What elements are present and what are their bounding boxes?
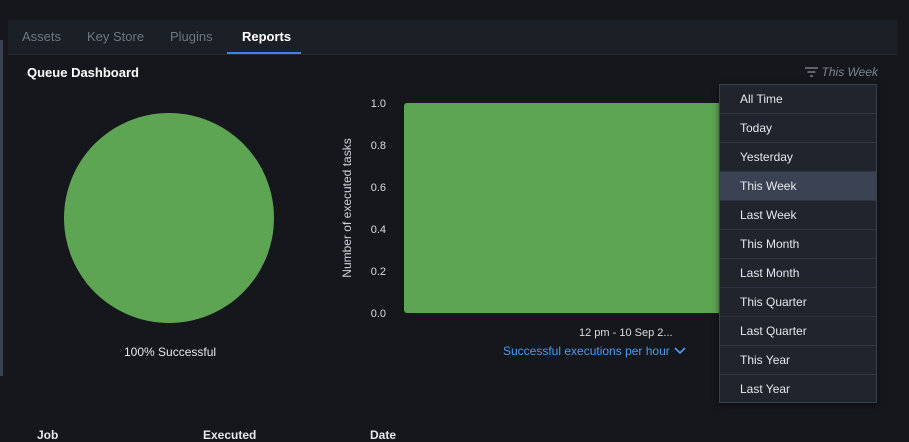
tab-key-store[interactable]: Key Store — [87, 29, 145, 44]
y-tick-label: 0.6 — [371, 182, 386, 194]
page-title: Queue Dashboard — [27, 65, 139, 80]
dropdown-option-last-month[interactable]: Last Month — [720, 259, 876, 288]
time-filter-label: This Week — [821, 65, 878, 79]
dropdown-option-this-quarter[interactable]: This Quarter — [720, 288, 876, 317]
tab-reports[interactable]: Reports — [242, 29, 292, 44]
time-filter-button[interactable]: This Week — [804, 65, 878, 79]
time-range-dropdown: All Time Today Yesterday This Week Last Week… — [719, 84, 877, 403]
tab-assets[interactable]: Assets — [22, 29, 62, 44]
dropdown-option-all-time[interactable]: All Time — [720, 85, 876, 114]
series-selector-dropdown[interactable]: Successful executions per hour — [503, 344, 686, 358]
dropdown-option-today[interactable]: Today — [720, 114, 876, 143]
column-header-executed[interactable]: Executed — [203, 428, 257, 442]
chevron-down-icon — [674, 347, 686, 355]
dropdown-option-yesterday[interactable]: Yesterday — [720, 143, 876, 172]
tab-plugins[interactable]: Plugins — [170, 29, 213, 44]
x-tick-label: 12 pm - 10 Sep 2... — [579, 327, 673, 339]
y-tick-label: 0.4 — [371, 224, 386, 236]
tab-bar: Assets Key Store Plugins Reports — [8, 20, 897, 55]
pie-slice-successful — [64, 113, 274, 323]
active-tab-indicator — [227, 52, 301, 54]
y-tick-label: 0.2 — [371, 266, 386, 278]
dropdown-option-this-month[interactable]: This Month — [720, 230, 876, 259]
dropdown-option-last-week[interactable]: Last Week — [720, 201, 876, 230]
dropdown-option-this-year[interactable]: This Year — [720, 346, 876, 375]
pie-label: 100% Successful — [124, 345, 217, 359]
bar — [404, 103, 760, 313]
series-selector-label: Successful executions per hour — [503, 344, 670, 358]
left-rail — [0, 40, 3, 376]
column-header-date[interactable]: Date — [370, 428, 397, 442]
success-pie-chart — [64, 113, 274, 323]
column-header-job[interactable]: Job — [37, 428, 59, 442]
y-tick-label: 0.8 — [371, 140, 386, 152]
dropdown-option-last-year[interactable]: Last Year — [740, 382, 791, 396]
y-tick-label: 0.0 — [371, 308, 386, 320]
y-tick-label: 1.0 — [371, 98, 386, 110]
dropdown-option-last-quarter[interactable]: Last Quarter — [720, 317, 876, 346]
y-axis-label: Number of executed tasks — [340, 138, 354, 277]
filter-icon — [804, 66, 818, 77]
dropdown-option-this-week[interactable]: This Week — [720, 172, 876, 201]
